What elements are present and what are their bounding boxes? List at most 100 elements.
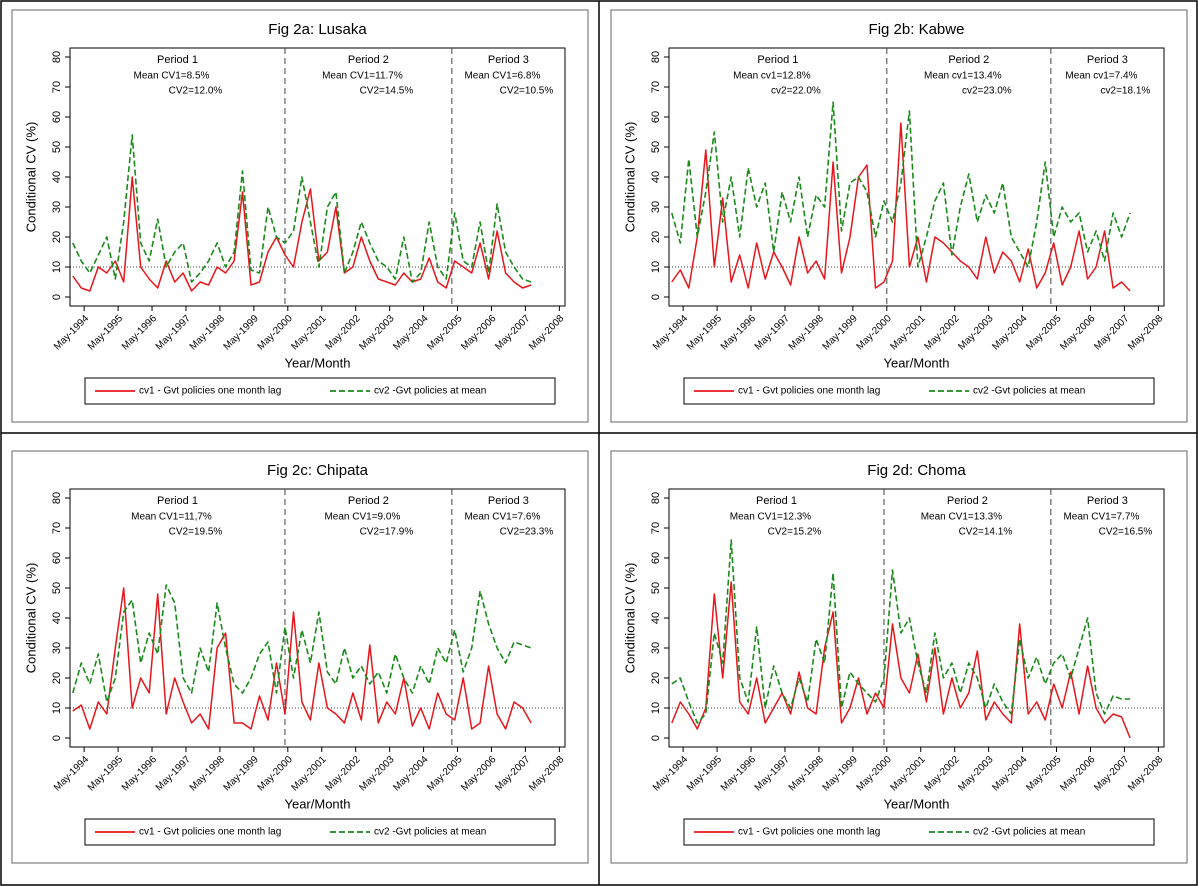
period-cv1: Mean cv1=12.8%	[733, 71, 811, 82]
period-cv1: Mean CV1=8.5%	[134, 71, 210, 82]
period-label: Period 2	[947, 495, 988, 507]
chart-panel: Fig 2d: Choma01020304050607080May-1994Ma…	[610, 450, 1188, 864]
x-axis-title: Year/Month	[284, 355, 350, 370]
x-tick-label: May-1998	[787, 313, 827, 353]
x-tick-label: May-2005	[425, 754, 465, 794]
x-tick-label: May-2005	[425, 313, 465, 353]
y-tick-label: 0	[51, 735, 63, 741]
y-tick-label: 40	[51, 171, 63, 183]
x-tick-label: May-1996	[719, 313, 759, 353]
x-tick-label: May-2002	[922, 313, 962, 353]
x-tick-label: May-2004	[391, 754, 431, 794]
y-tick-label: 10	[51, 261, 63, 273]
x-tick-label: May-1994	[52, 313, 92, 353]
x-tick-label: May-2002	[323, 754, 363, 794]
period-cv2: CV2=19.5%	[169, 527, 223, 538]
x-tick-label: May-2001	[889, 754, 929, 794]
period-label: Period 3	[1087, 495, 1128, 507]
chart-panel: Fig 2c: Chipata 0 10 20 30 40 50 60 70 80 May-1994…	[11, 450, 589, 864]
x-axis-title: Year/Month	[883, 796, 949, 811]
x-tick-label: May-1995	[685, 754, 725, 794]
period-cv2: cv2=18.1%	[1101, 86, 1151, 97]
x-tick-label: May-1998	[188, 313, 228, 353]
x-tick-label: May-2004	[990, 754, 1030, 794]
period-cv1: Mean cv1=13.4%	[924, 71, 1002, 82]
x-tick-label: May-1997	[154, 754, 194, 794]
period-label: Period 1	[157, 495, 198, 507]
x-tick-label: May-2001	[290, 754, 330, 794]
x-tick-label: May-2003	[357, 313, 397, 353]
period-cv1: Mean cv1=7.4%	[1065, 71, 1137, 82]
legend-label: cv1 - Gvt policies one month lag	[738, 386, 880, 397]
x-tick-label: May-2000	[855, 313, 895, 353]
series-line	[72, 584, 532, 703]
y-tick-label: 30	[51, 642, 63, 654]
x-tick-label: May-2004	[391, 313, 431, 353]
x-tick-label: May-1999	[222, 313, 262, 353]
y-tick-label: 10	[650, 702, 662, 714]
period-cv2: CV2=10.5%	[500, 86, 554, 97]
x-tick-label: May-2008	[527, 313, 567, 353]
y-tick-label: 40	[650, 612, 662, 624]
x-tick-label: May-2007	[493, 754, 533, 794]
period-cv2: CV2=14.5%	[360, 86, 414, 97]
x-tick-label: May-2005	[1024, 313, 1064, 353]
y-axis-title: Conditional CV (%)	[23, 122, 38, 233]
y-tick-label: 0	[650, 294, 662, 300]
chart-border	[11, 450, 589, 864]
x-tick-label: May-1995	[685, 313, 725, 353]
x-tick-label: May-2006	[459, 754, 499, 794]
y-tick-label: 50	[51, 141, 63, 153]
x-tick-label: May-2008	[1126, 313, 1166, 353]
y-tick-label: 30	[650, 201, 662, 213]
series-line	[671, 539, 1131, 724]
legend-box	[683, 818, 1155, 846]
period-cv1: Mean CV1=11.7%	[322, 71, 403, 82]
y-tick-label: 80	[650, 492, 662, 504]
x-tick-label: May-2003	[357, 754, 397, 794]
legend-box	[84, 377, 556, 405]
series-line	[671, 122, 1131, 292]
x-tick-label: May-1999	[821, 754, 861, 794]
period-label: Period 1	[757, 54, 798, 66]
x-tick-label: May-1996	[120, 754, 160, 794]
period-cv2: cv2=23.0%	[962, 86, 1012, 97]
y-axis-title: Conditional CV (%)	[622, 563, 637, 674]
legend-label: cv1 - Gvt policies one month lag	[139, 827, 281, 838]
y-tick-label: 40	[51, 612, 63, 624]
y-tick-label: 80	[650, 51, 662, 63]
period-label: Period 3	[488, 54, 529, 66]
x-axis-title: Year/Month	[284, 796, 350, 811]
series-line	[671, 581, 1131, 739]
y-tick-label: 20	[51, 672, 63, 684]
chart-border	[610, 9, 1188, 423]
period-cv2: CV2=12.0%	[169, 86, 223, 97]
y-tick-label: 80	[51, 492, 63, 504]
x-tick-label: May-2007	[1092, 313, 1132, 353]
x-tick-label: May-1997	[154, 313, 194, 353]
x-tick-label: May-2006	[1058, 754, 1098, 794]
legend-label: cv2 -Gvt policies at mean	[374, 386, 486, 397]
period-label: Period 2	[948, 54, 989, 66]
x-tick-label: May-2006	[1058, 313, 1098, 353]
x-tick-label: May-1999	[222, 754, 262, 794]
y-tick-label: 10	[650, 261, 662, 273]
x-tick-label: May-1994	[651, 313, 691, 353]
chart-border	[610, 450, 1188, 864]
y-tick-label: 50	[51, 582, 63, 594]
x-tick-label: May-2007	[1092, 754, 1132, 794]
x-tick-label: May-2001	[889, 313, 929, 353]
period-cv2: CV2=23.3%	[500, 527, 554, 538]
x-tick-label: May-2000	[855, 754, 895, 794]
x-tick-label: May-1996	[120, 313, 160, 353]
y-tick-label: 50	[650, 141, 662, 153]
x-tick-label: May-1998	[188, 754, 228, 794]
legend-label: cv2 -Gvt policies at mean	[374, 827, 486, 838]
y-tick-label: 30	[650, 642, 662, 654]
period-label: Period 1	[157, 54, 198, 66]
y-tick-label: 80	[51, 51, 63, 63]
period-cv2: CV2=17.9%	[360, 527, 414, 538]
x-tick-label: May-1999	[821, 313, 861, 353]
period-cv1: Mean CV1=6.8%	[464, 71, 540, 82]
